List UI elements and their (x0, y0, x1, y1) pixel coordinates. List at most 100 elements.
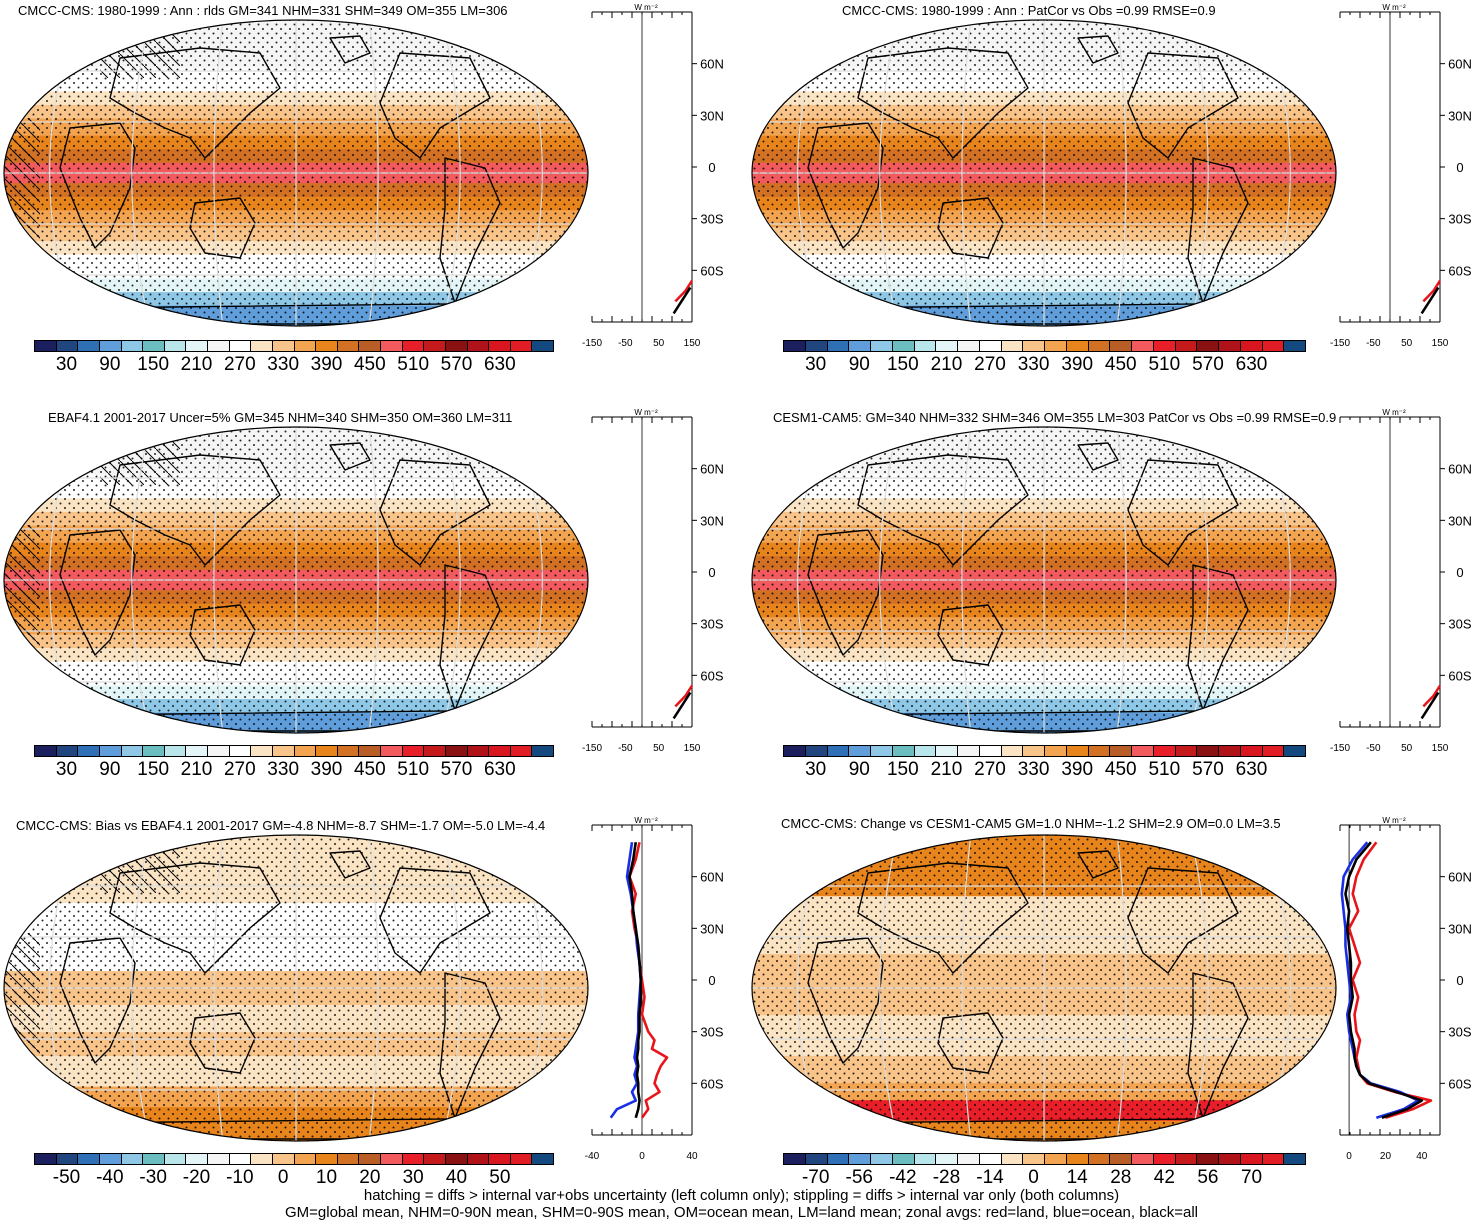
graticule (4, 835, 588, 1141)
colorbar-swatch (532, 341, 553, 351)
colorbar-swatch (56, 341, 79, 351)
colorbar-labels: 30 90 150 210 270 330 390 450 510 570 630 (783, 352, 1306, 375)
zonal-x-tick-label: -150 (582, 338, 602, 349)
map-border (3, 834, 589, 1142)
colorbar-swatch (979, 746, 1002, 756)
colorbar-swatch (359, 341, 381, 351)
colorbar-swatch (1219, 746, 1241, 756)
colorbar-tick-label: 150 (137, 759, 170, 780)
colorbar-swatch (784, 341, 806, 351)
colorbar-swatch (892, 1154, 915, 1164)
colorbar-swatch (805, 341, 828, 351)
colorbar-swatch (914, 341, 937, 351)
zonal-units-label: W m⁻² (634, 816, 658, 825)
colorbar-tick-label: 510 (397, 759, 430, 780)
colorbar-swatch (1001, 746, 1024, 756)
colorbar-swatch (1153, 341, 1176, 351)
colorbar-labels: -70 -56 -42 -28 -14 0 14 28 42 56 70 (783, 1165, 1306, 1188)
map-border (3, 426, 589, 734)
colorbar-tick-label: 510 (1148, 759, 1181, 780)
world-map (748, 425, 1340, 735)
footer-note: hatching = diffs > internal var+obs unce… (0, 1187, 1483, 1221)
colorbar-tick-label: 20 (359, 1167, 381, 1188)
colorbar-swatch (849, 341, 871, 351)
zonal-lat-tick-label: 0 (1456, 973, 1463, 988)
colorbar-swatch (892, 341, 915, 351)
zonal-x-tick-label: 0 (639, 1151, 645, 1162)
colorbar-tick-label: 90 (848, 759, 870, 780)
zonal-x-tick-label: 0 (1346, 1151, 1352, 1162)
zonal-mean-lines (672, 684, 694, 720)
colorbar-swatch (1175, 746, 1198, 756)
colorbar-swatch (510, 341, 533, 351)
colorbar-swatch (489, 341, 511, 351)
colorbar-swatch (1153, 1154, 1176, 1164)
zonal-x-tick-label: -50 (1366, 338, 1381, 349)
zonal-lat-tick-label: 60S (700, 263, 723, 278)
colorbar-labels: 30 90 150 210 270 330 390 450 510 570 630 (34, 352, 554, 375)
colorbar-tick-label: 510 (397, 354, 430, 375)
colorbar-swatch (936, 341, 958, 351)
zonal-x-tick-label: 50 (653, 743, 665, 754)
colorbar-swatch (805, 746, 828, 756)
colorbar-swatch (1045, 341, 1067, 351)
zonal-x-tick-label: -50 (1366, 743, 1381, 754)
colorbar-tick-label: 570 (1192, 354, 1224, 375)
colorbar-tick-label: 70 (1240, 1167, 1263, 1188)
graticule (4, 20, 588, 326)
colorbar-swatch (784, 746, 806, 756)
colorbar-swatch (1132, 341, 1154, 351)
zonal-lat-tick-label: 30N (1448, 108, 1472, 123)
zonal-x-tick-label: -150 (582, 743, 602, 754)
colorbar-swatch (445, 746, 468, 756)
map-border (3, 19, 589, 327)
colorbar-swatch (294, 1154, 317, 1164)
colorbar-tick-label: 390 (1061, 354, 1094, 375)
colorbar-swatch (936, 1154, 958, 1164)
colorbar: 30 90 150 210 270 330 390 450 510 570 630 (783, 745, 1306, 780)
zonal-x-tick-label: 40 (686, 1151, 698, 1162)
colorbar-tick-label: 50 (489, 1167, 511, 1188)
colorbar-tick-label: 150 (886, 354, 919, 375)
colorbar-swatch (402, 1154, 425, 1164)
zonal-mean-plot: W m⁻² 60N 30N 0 30S 60S -150 -50 50 150 (582, 408, 724, 754)
colorbar-swatch (337, 341, 360, 351)
colorbar-swatch (121, 746, 144, 756)
zonal-lat-tick-label: 30S (700, 212, 723, 227)
map-border (751, 834, 1337, 1142)
panel-title: EBAF4.1 2001-2017 Uncer=5% GM=345 NHM=34… (48, 410, 513, 425)
colorbar-swatch (849, 1154, 871, 1164)
colorbar-swatch (827, 746, 850, 756)
world-map (0, 833, 592, 1143)
colorbar-swatches (783, 1153, 1306, 1165)
zonal-lat-tick-label: 60N (1448, 462, 1472, 477)
colorbar-tick-label: 510 (1148, 354, 1181, 375)
colorbar-swatch (1262, 1154, 1285, 1164)
colorbar-tick-label: 330 (267, 354, 300, 375)
colorbar-tick-label: 30 (402, 1167, 424, 1188)
colorbar-swatch (143, 1154, 165, 1164)
zonal-x-tick-label: 50 (1401, 338, 1413, 349)
colorbar-swatch (186, 746, 208, 756)
colorbar-swatch (489, 1154, 511, 1164)
colorbar: -70 -56 -42 -28 -14 0 14 28 42 56 70 (783, 1153, 1306, 1188)
colorbar-swatch (229, 746, 252, 756)
colorbar-swatch (936, 746, 958, 756)
colorbar-swatch (35, 746, 57, 756)
colorbar-swatch (1023, 746, 1045, 756)
colorbar-tick-label: -40 (96, 1167, 124, 1188)
colorbar-swatch (316, 341, 338, 351)
colorbar-swatch (784, 1154, 806, 1164)
colorbar-swatch (35, 341, 57, 351)
zonal-mean-plot: W m⁻² 60N 30N 0 30S 60S -40 0 40 (585, 816, 724, 1162)
colorbar-swatch (337, 1154, 360, 1164)
zonal-x-tick-label: 50 (1401, 743, 1413, 754)
graticule (752, 427, 1336, 733)
zonal-x-tick-label: -40 (585, 1151, 600, 1162)
colorbar-swatch (871, 746, 893, 756)
colorbar-swatch (445, 341, 468, 351)
colorbar-swatches (783, 340, 1306, 352)
colorbar-swatch (979, 341, 1002, 351)
colorbar-tick-label: 450 (353, 354, 386, 375)
zonal-x-tick-label: -150 (1330, 338, 1350, 349)
